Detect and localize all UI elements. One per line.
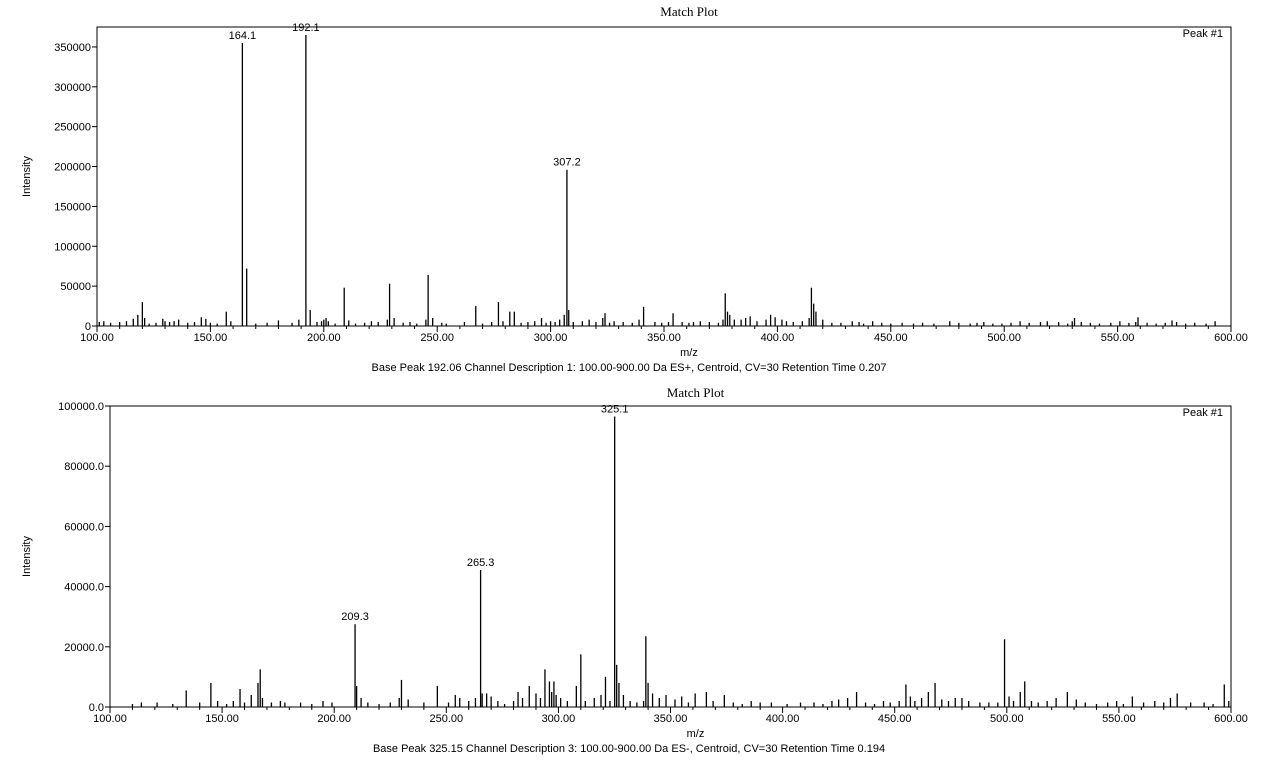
chart-title: Match Plot: [667, 385, 725, 400]
peak-annotation: 307.2: [553, 157, 581, 169]
x-tick-label: 200.00: [307, 332, 341, 344]
y-tick-label: 0.0: [89, 702, 104, 714]
peak-number-label: Peak #1: [1183, 28, 1223, 40]
x-tick-label: 250.00: [420, 332, 454, 344]
plot-frame: [96, 26, 1232, 327]
spectrum-panel-2: Match Plot Peak #1 0.0 20000.0 40000.0 60000.…: [21, 385, 1248, 755]
x-axis-label: m/z: [680, 347, 698, 359]
channel-description: Base Peak 325.15 Channel Description 3: …: [373, 743, 885, 755]
x-tick-label: 400.00: [761, 332, 795, 344]
y-tick-label: 300000: [54, 82, 91, 94]
x-tick-label: 550.00: [1102, 713, 1136, 725]
x-tick-label: 150.00: [205, 713, 239, 725]
chart-title: Match Plot: [660, 4, 718, 19]
peak-annotation: 325.1: [601, 404, 629, 416]
peak-annotation: 265.3: [467, 557, 495, 569]
y-axis-label: Intensity: [21, 156, 33, 197]
y-tick-label: 200000: [54, 162, 91, 174]
peak-annotation: 209.3: [341, 611, 369, 623]
x-tick-label: 550.00: [1101, 332, 1135, 344]
x-tick-label: 500.00: [987, 332, 1021, 344]
x-tick-label: 150.00: [194, 332, 228, 344]
y-tick-label: 100000: [54, 241, 91, 253]
spectrum-peaks: [131, 416, 1230, 707]
x-tick-label: 600.00: [1214, 332, 1248, 344]
x-tick-label: 500.00: [990, 713, 1024, 725]
x-tick-label: 600.00: [1214, 713, 1248, 725]
spectrum-peaks: [98, 34, 1216, 326]
y-tick-label: 80000.0: [64, 461, 104, 473]
x-tick-label: 350.00: [647, 332, 681, 344]
plot-frame: [109, 405, 1232, 708]
peak-annotation: 192.1: [292, 22, 320, 34]
y-tick-label: 60000.0: [64, 521, 104, 533]
y-tick-label: 150000: [54, 201, 91, 213]
y-tick-label: 100000.0: [58, 401, 104, 413]
x-tick-label: 300.00: [542, 713, 576, 725]
x-tick-label: 100.00: [80, 332, 114, 344]
x-tick-label: 450.00: [874, 332, 908, 344]
x-tick-label: 200.00: [317, 713, 351, 725]
peak-number-label: Peak #1: [1183, 407, 1223, 419]
x-tick-label: 450.00: [878, 713, 912, 725]
peak-annotation: 164.1: [229, 30, 257, 42]
y-tick-label: 40000.0: [64, 582, 104, 594]
y-tick-label: 0: [85, 321, 91, 333]
x-tick-label: 350.00: [654, 713, 688, 725]
y-axis-label: Intensity: [21, 536, 33, 577]
spectrum-panel-1: Match Plot Peak #1 0 50000 100000 150000 20000…: [21, 4, 1248, 374]
y-tick-label: 250000: [54, 122, 91, 134]
x-tick-label: 250.00: [429, 713, 463, 725]
x-tick-label: 100.00: [93, 713, 127, 725]
x-axis-label: m/z: [687, 728, 705, 740]
y-tick-label: 20000.0: [64, 642, 104, 654]
x-tick-label: 300.00: [534, 332, 568, 344]
channel-description: Base Peak 192.06 Channel Description 1: …: [372, 362, 887, 374]
x-tick-label: 400.00: [766, 713, 800, 725]
y-tick-label: 350000: [54, 42, 91, 54]
y-tick-label: 50000: [60, 281, 91, 293]
